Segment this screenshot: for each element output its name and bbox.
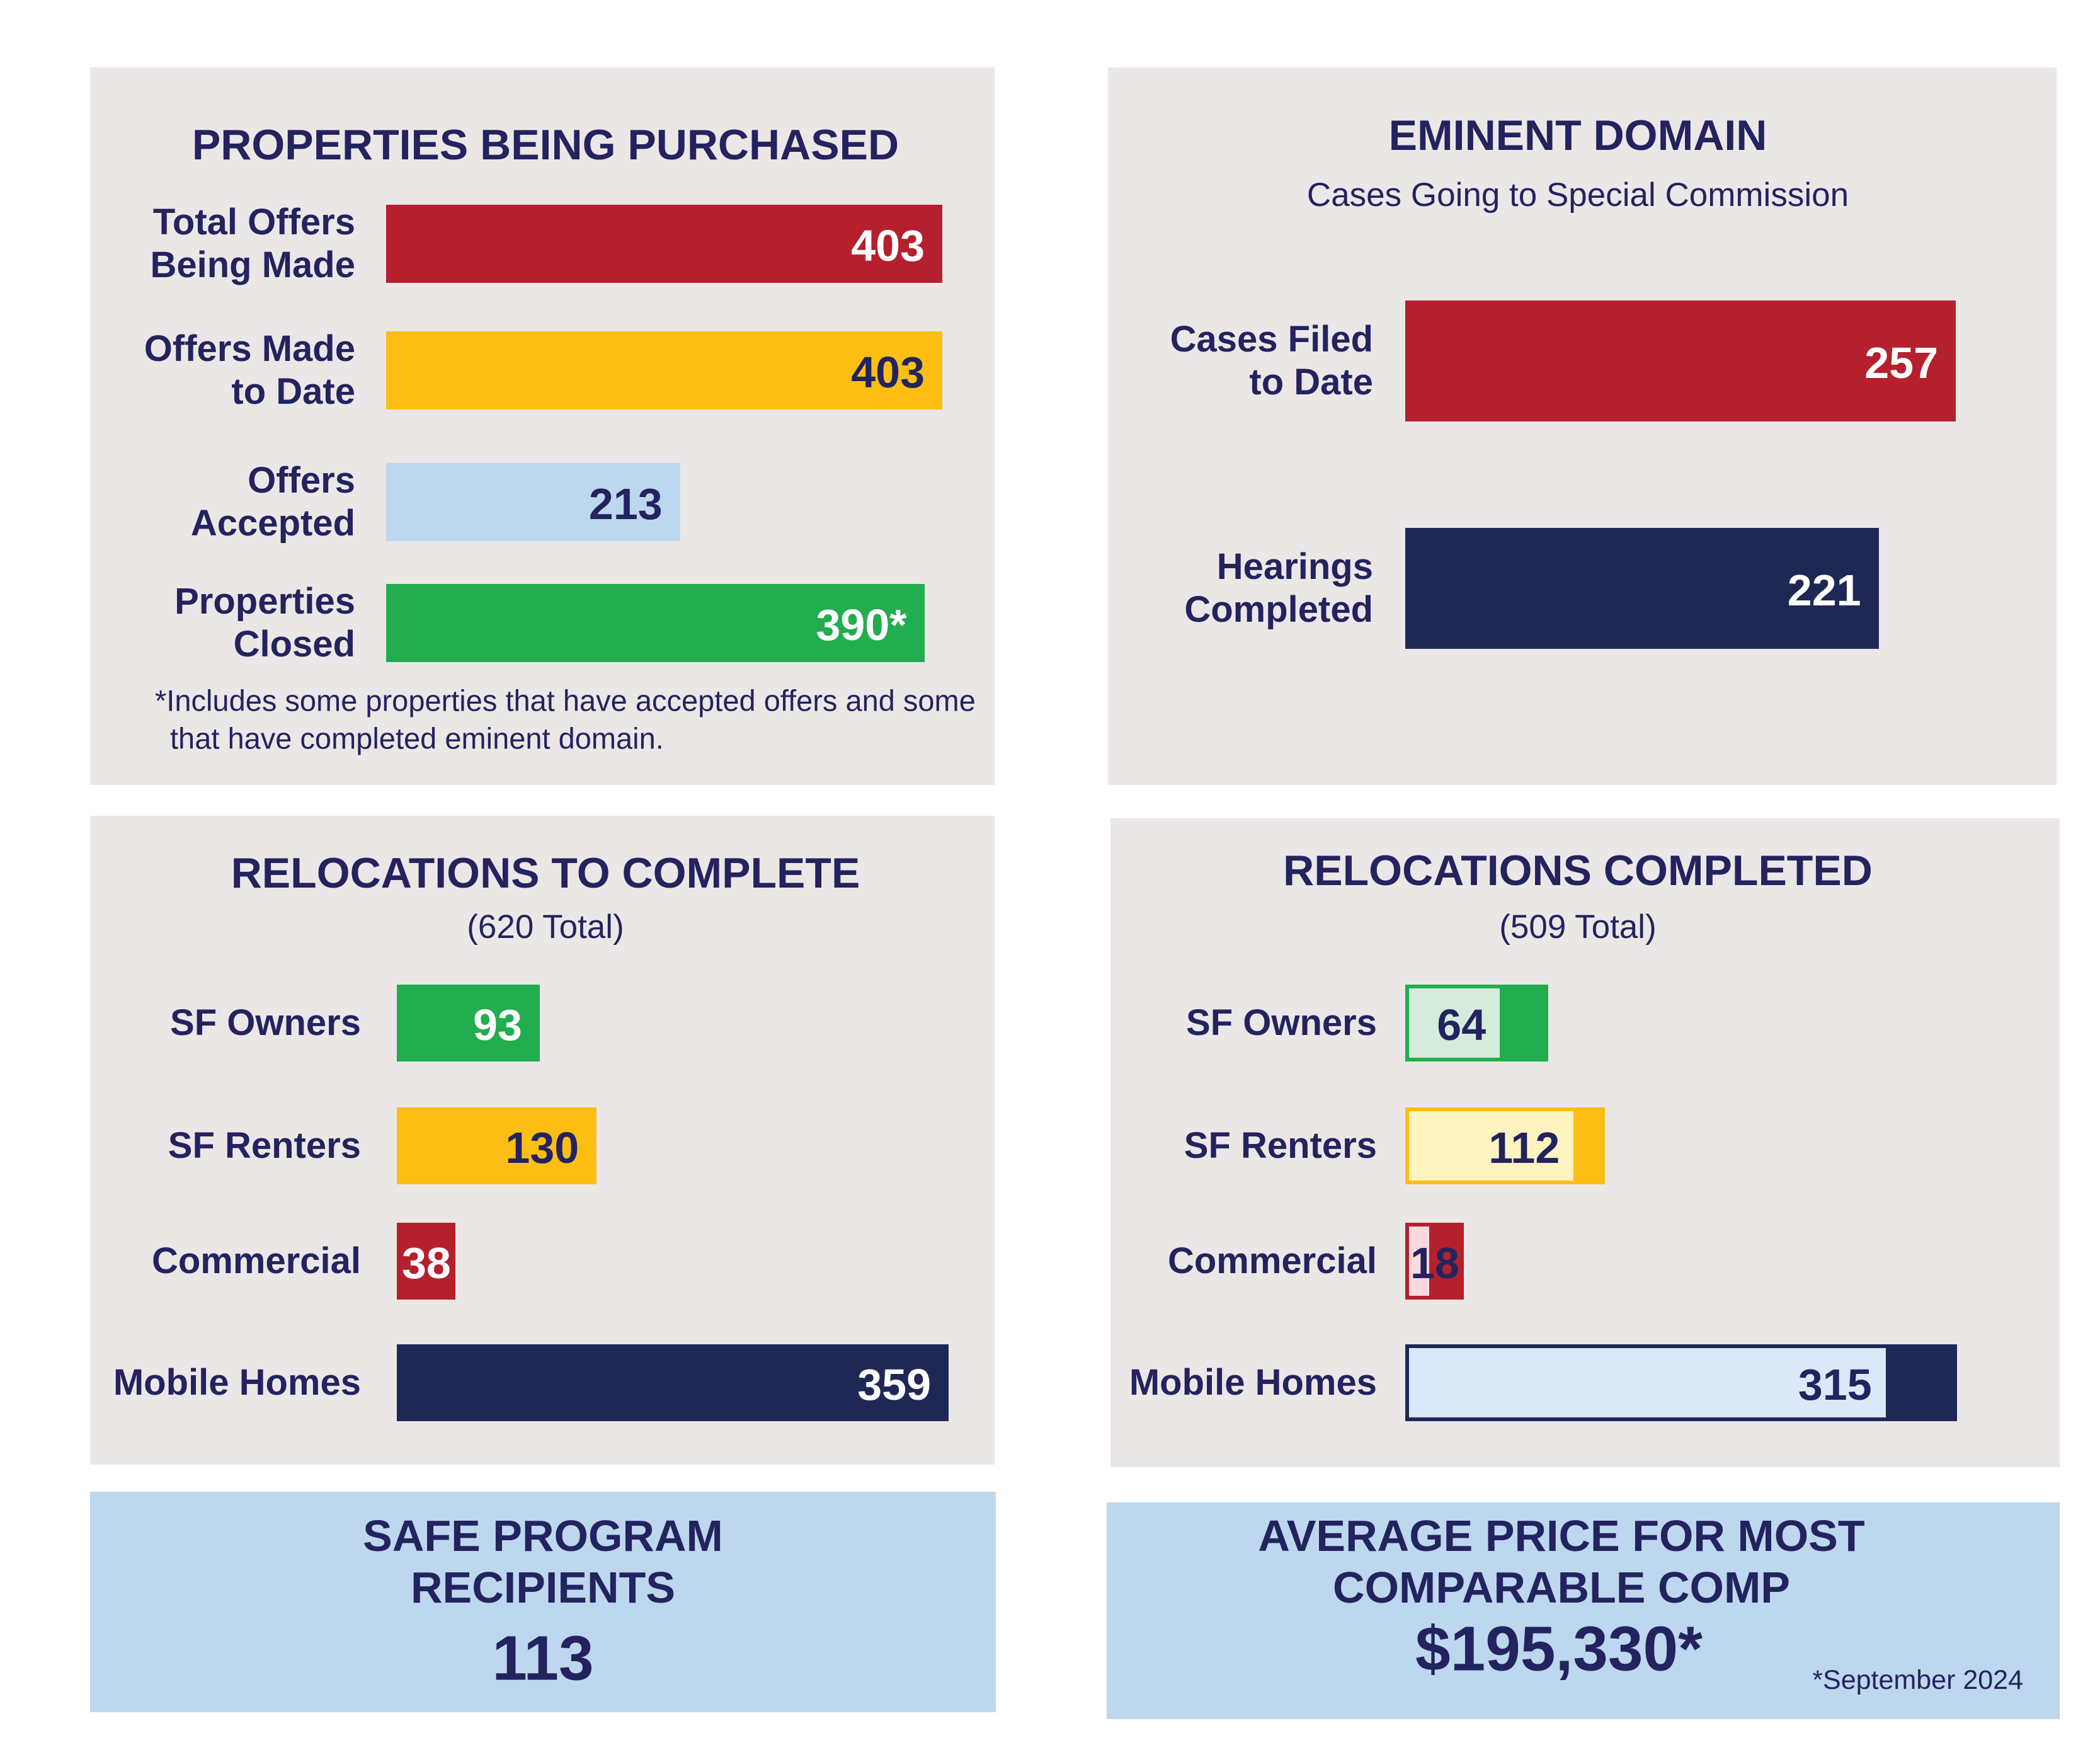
callout-title: SAFE PROGRAM RECIPIENTS — [363, 1511, 723, 1612]
bar — [1405, 1107, 1578, 1184]
value-label: 403 — [851, 348, 925, 397]
value-label: 359 — [857, 1360, 931, 1410]
chart-subtitle: Cases Going to Special Commission — [1306, 176, 1849, 214]
value-label: 315 — [1798, 1360, 1872, 1410]
bar — [386, 331, 942, 409]
category-label: Hearings Completed — [1184, 546, 1373, 630]
category-label: Total Offers Being Made — [150, 202, 356, 285]
callout-title: AVERAGE PRICE FOR MOST COMPARABLE COMP — [1258, 1511, 1865, 1612]
category-label: Mobile Homes — [113, 1362, 361, 1404]
bar — [1405, 528, 1879, 649]
value-label: 130 — [505, 1123, 579, 1173]
value-label: 18 — [1410, 1238, 1459, 1288]
chart-title: RELOCATIONS TO COMPLETE — [231, 849, 860, 898]
value-label: 93 — [473, 1000, 522, 1050]
category-label: SF Owners — [170, 1002, 361, 1044]
category-label: Commercial — [1167, 1240, 1377, 1282]
value-label: 64 — [1437, 1000, 1487, 1050]
callout-value: 113 — [492, 1623, 594, 1694]
category-label: SF Owners — [1186, 1002, 1377, 1044]
bar — [386, 463, 680, 541]
callout-box — [1107, 1502, 2060, 1719]
chart-title: EMINENT DOMAIN — [1388, 112, 1767, 160]
footnote: that have completed eminent domain. — [170, 721, 664, 755]
callout-note: *September 2024 — [1812, 1664, 2023, 1695]
bar — [1405, 300, 1956, 421]
value-label: 112 — [1488, 1123, 1560, 1173]
category-label: Offers Made to Date — [144, 328, 355, 412]
value-label: 221 — [1787, 566, 1861, 615]
value-label: 403 — [851, 221, 925, 271]
value-label: 38 — [402, 1238, 451, 1288]
bar — [397, 1223, 455, 1300]
value-label: 213 — [588, 479, 663, 529]
callout-value: $195,330* — [1415, 1613, 1703, 1684]
category-label: Mobile Homes — [1129, 1362, 1377, 1404]
value-label: 390* — [816, 600, 907, 650]
bar — [397, 1344, 949, 1421]
bar — [1405, 1223, 1433, 1300]
bar — [386, 584, 925, 662]
value-label: 257 — [1864, 338, 1938, 388]
panel — [1108, 67, 2057, 785]
category-label: Offers Accepted — [190, 460, 355, 544]
bar — [1405, 985, 1504, 1061]
panel — [90, 67, 995, 785]
category-label: SF Renters — [1184, 1125, 1377, 1167]
footnote: *Includes some properties that have acce… — [155, 683, 976, 718]
bar — [386, 205, 942, 283]
bar — [397, 1107, 597, 1184]
category-label: Properties Closed — [174, 581, 355, 665]
bar — [1405, 1344, 1890, 1421]
chart-title: PROPERTIES BEING PURCHASED — [191, 121, 899, 169]
bar — [397, 985, 540, 1061]
callout-box — [90, 1492, 996, 1712]
chart-title: RELOCATIONS COMPLETED — [1283, 847, 1873, 895]
category-label: SF Renters — [168, 1125, 361, 1167]
category-label: Cases Filed to Date — [1170, 319, 1373, 403]
category-label: Commercial — [151, 1240, 361, 1282]
chart-subtitle: (620 Total) — [467, 908, 624, 946]
chart-subtitle: (509 Total) — [1499, 908, 1657, 946]
